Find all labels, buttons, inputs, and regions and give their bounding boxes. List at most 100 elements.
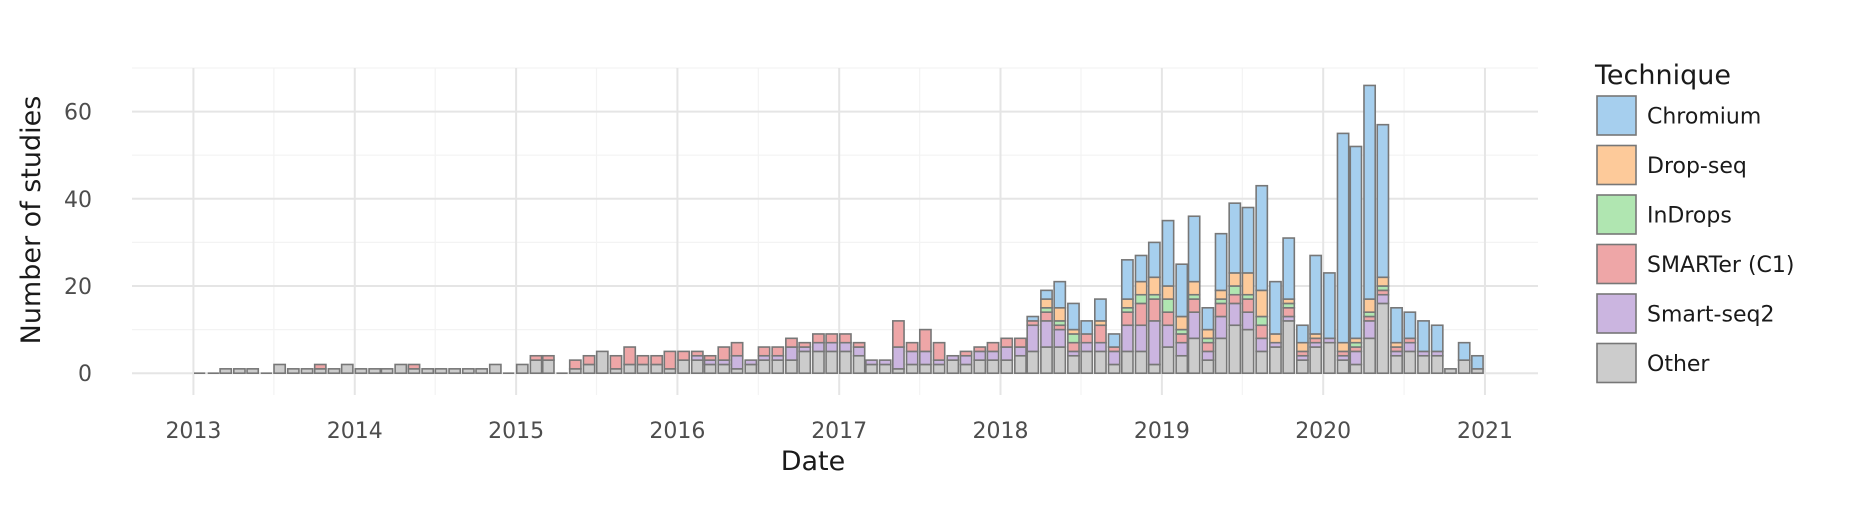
bar-segment-chromium [1120, 259, 1134, 300]
x-tick-label: 2021 [1457, 419, 1513, 444]
bar-segment-smart-seq2 [1134, 324, 1148, 353]
bar-segment-chromium [1040, 289, 1053, 300]
bar-segment-other [1255, 350, 1269, 374]
bar-segment-smarter-c1 [703, 354, 717, 361]
bar-segment-smarter-c1 [568, 359, 582, 370]
bar-segment-chromium [1147, 241, 1161, 279]
x-tick-label: 2020 [1295, 419, 1351, 444]
bar-segment-smarter-c1 [663, 350, 677, 370]
bar-segment-drop-seq [1175, 315, 1189, 331]
bar-segment-other [1161, 346, 1175, 375]
bar-segment-smarter-c1 [771, 346, 785, 357]
bar-segment-other [1080, 350, 1094, 374]
bar-segment-other [1134, 350, 1148, 374]
bar-segment-other [744, 363, 758, 375]
bar-segment-other [246, 368, 260, 374]
bar-segment-smarter-c1 [1241, 298, 1255, 313]
legend-key-chromium [1596, 95, 1637, 136]
bar-segment-smarter-c1 [1067, 341, 1080, 353]
bar-segment-other [973, 359, 987, 374]
bar-segment-other [273, 363, 287, 375]
bar-segment-chromium [1390, 306, 1403, 344]
bar-segment-smarter-c1 [757, 346, 771, 357]
bar-segment-smart-seq2 [1026, 324, 1040, 353]
bar-segment-smart-seq2 [744, 359, 758, 366]
bar-segment-smarter-c1 [677, 350, 691, 361]
legend: Technique Chromium Drop-seq InDrops SMARTer… [1594, 60, 1794, 384]
bar-segment-other [1241, 328, 1255, 375]
bar-segment-chromium [1417, 320, 1430, 353]
bar-segment-chromium [1336, 132, 1350, 344]
bar-segment-smart-seq2 [1080, 341, 1094, 353]
bar-segment-chromium [1363, 84, 1377, 300]
bar-segment-other [1147, 363, 1161, 375]
bar-segment-indrops [1067, 333, 1080, 344]
bar-segment-smarter-c1 [959, 350, 973, 357]
bar-segment-smarter-c1 [730, 341, 744, 357]
bar-segment-chromium [1376, 123, 1390, 279]
bar-segment-other [1000, 359, 1014, 374]
legend-label-indrops: InDrops [1647, 204, 1732, 229]
bar-segment-smarter-c1 [1175, 333, 1189, 344]
bar-segment-smarter-c1 [838, 333, 852, 344]
bar-segment-chromium [1175, 263, 1189, 318]
bar-segment-other [838, 350, 852, 374]
bar-segment-smarter-c1 [690, 350, 704, 357]
bar-segment-smart-seq2 [1000, 346, 1014, 361]
bar-segment-smart-seq2 [1376, 293, 1390, 305]
bar-segment-chromium [1282, 237, 1296, 300]
bar-segment-chromium [1255, 184, 1269, 292]
bar-segment-other [421, 368, 435, 374]
bar-segment-other [1040, 346, 1053, 375]
legend-key-drop-seq [1596, 144, 1637, 186]
bar-segment-other [757, 359, 771, 374]
bar-segment-other [1107, 363, 1121, 375]
bar-segment-other [785, 359, 798, 374]
bar-segment-other [1376, 302, 1390, 375]
bar-segment-indrops [1161, 298, 1175, 313]
bar-segment-chromium [1241, 206, 1255, 274]
bar-segment-smarter-c1 [1040, 311, 1053, 322]
bar-segment-smarter-c1 [1161, 311, 1175, 327]
bar-segment-other [1282, 320, 1296, 375]
bar-segment-smarter-c1 [852, 341, 866, 348]
bar-segment-smarter-c1 [313, 363, 327, 370]
bar-segment-chromium [1457, 341, 1471, 361]
bar-segment-other [286, 368, 300, 374]
bar-segment-other [488, 363, 502, 375]
bar-segment-other [946, 359, 960, 374]
bar-segment-other [636, 363, 650, 375]
bar-segment-smart-seq2 [838, 341, 852, 353]
bar-segment-other [219, 368, 233, 374]
bar-segment-smart-seq2 [785, 346, 798, 361]
bar-segment-other [1120, 350, 1134, 374]
bar-segment-smarter-c1 [529, 354, 543, 361]
bar-segment-smarter-c1 [973, 346, 987, 353]
legend-key-other [1596, 342, 1637, 384]
bars [194, 84, 1484, 375]
bar-segment-smarter-c1 [636, 354, 650, 366]
bar-segment-smart-seq2 [852, 346, 866, 357]
bar-segment-other [798, 350, 812, 374]
bar-segment-other [1269, 346, 1282, 375]
x-axis-label: Date [781, 446, 846, 477]
bar-segment-other [1187, 337, 1201, 375]
bar-segment-other [582, 363, 596, 375]
bar-segment-smarter-c1 [1147, 298, 1161, 322]
bar-segment-smart-seq2 [892, 346, 905, 370]
bar-segment-smart-seq2 [812, 341, 825, 353]
bar-segment-smarter-c1 [986, 341, 1000, 353]
bar-segment-smarter-c1 [932, 341, 946, 361]
bar-segment-smart-seq2 [905, 350, 919, 366]
bar-segment-other [1309, 346, 1323, 375]
bar-segment-other [650, 363, 664, 375]
bar-segment-drop-seq [1363, 298, 1377, 313]
bar-segment-other [1444, 368, 1457, 374]
bar-segment-smart-seq2 [1241, 311, 1255, 331]
bar-segment-smart-seq2 [1107, 350, 1121, 366]
bar-segment-other [1403, 350, 1417, 374]
bar-segment-other [771, 359, 785, 374]
bar-segment-other [515, 363, 529, 375]
bar-segment-smarter-c1 [798, 341, 812, 348]
